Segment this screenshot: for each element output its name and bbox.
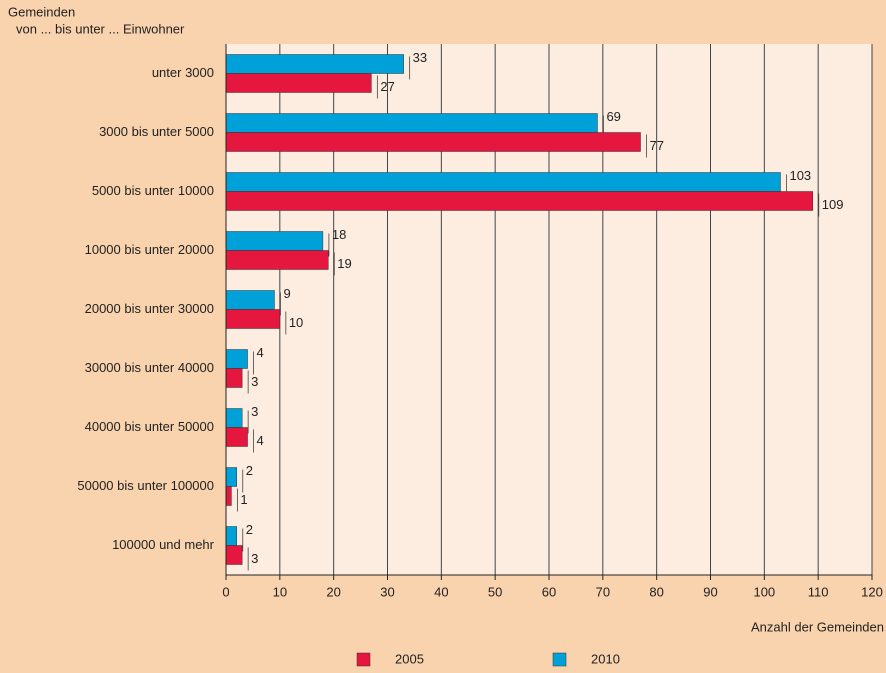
bar <box>225 132 641 152</box>
x-axis-title: Anzahl der Gemeinden <box>751 619 884 634</box>
bar <box>225 172 781 192</box>
bar <box>225 290 275 310</box>
x-tick-label: 20 <box>326 584 340 599</box>
bar <box>225 408 243 428</box>
y-tick-label: 5000 bis unter 10000 <box>92 183 214 198</box>
y-tick-label: 3000 bis unter 5000 <box>99 124 214 139</box>
bar <box>225 467 238 487</box>
value-label: 33 <box>413 50 427 65</box>
bar <box>225 113 598 133</box>
y-tick-label: unter 3000 <box>152 65 214 80</box>
value-label: 109 <box>822 197 844 212</box>
value-label: 3 <box>251 374 258 389</box>
x-tick-label: 10 <box>273 584 287 599</box>
y-tick-label: 40000 bis unter 50000 <box>85 419 214 434</box>
y-axis-title: Gemeinden <box>8 4 75 19</box>
x-tick-label: 90 <box>703 584 717 599</box>
bar <box>225 309 281 329</box>
value-label: 19 <box>337 256 351 271</box>
legend-label: 2005 <box>395 651 424 666</box>
x-tick-label: 30 <box>380 584 394 599</box>
bar <box>225 368 243 388</box>
value-label: 27 <box>380 79 394 94</box>
value-label: 9 <box>283 286 290 301</box>
value-label: 103 <box>789 168 811 183</box>
y-tick-label: 10000 bis unter 20000 <box>85 242 214 257</box>
x-tick-label: 80 <box>649 584 663 599</box>
value-label: 69 <box>606 109 620 124</box>
value-label: 2 <box>246 522 253 537</box>
value-label: 4 <box>257 433 264 448</box>
bar <box>225 545 243 565</box>
value-label: 1 <box>240 492 247 507</box>
value-label: 3 <box>251 404 258 419</box>
bar <box>225 250 329 270</box>
x-tick-label: 100 <box>753 584 775 599</box>
x-tick-label: 60 <box>542 584 556 599</box>
value-label: 4 <box>257 345 264 360</box>
y-tick-label: 30000 bis unter 40000 <box>85 360 214 375</box>
legend-swatch <box>552 652 567 667</box>
y-tick-label: 50000 bis unter 100000 <box>77 478 214 493</box>
y-tick-label: 20000 bis unter 30000 <box>85 301 214 316</box>
value-label: 18 <box>332 227 346 242</box>
value-label: 3 <box>251 551 258 566</box>
x-tick-label: 110 <box>808 584 829 599</box>
value-label: 10 <box>289 315 303 330</box>
y-axis-title: von ... bis unter ... Einwohner <box>16 21 185 36</box>
x-tick-label: 70 <box>596 584 610 599</box>
x-tick-label: 120 <box>861 584 883 599</box>
bar <box>225 191 814 211</box>
bar <box>225 486 232 506</box>
legend-swatch <box>356 652 371 667</box>
bar <box>225 526 238 546</box>
value-label: 77 <box>650 138 664 153</box>
bar <box>225 349 248 369</box>
bar <box>225 73 372 93</box>
bar <box>225 231 324 251</box>
x-tick-label: 0 <box>222 584 229 599</box>
bar <box>225 54 404 74</box>
x-tick-label: 40 <box>434 584 448 599</box>
legend-label: 2010 <box>591 651 620 666</box>
bar <box>225 427 248 447</box>
x-tick-label: 50 <box>488 584 502 599</box>
y-tick-label: 100000 und mehr <box>112 537 215 552</box>
value-label: 2 <box>246 463 253 478</box>
